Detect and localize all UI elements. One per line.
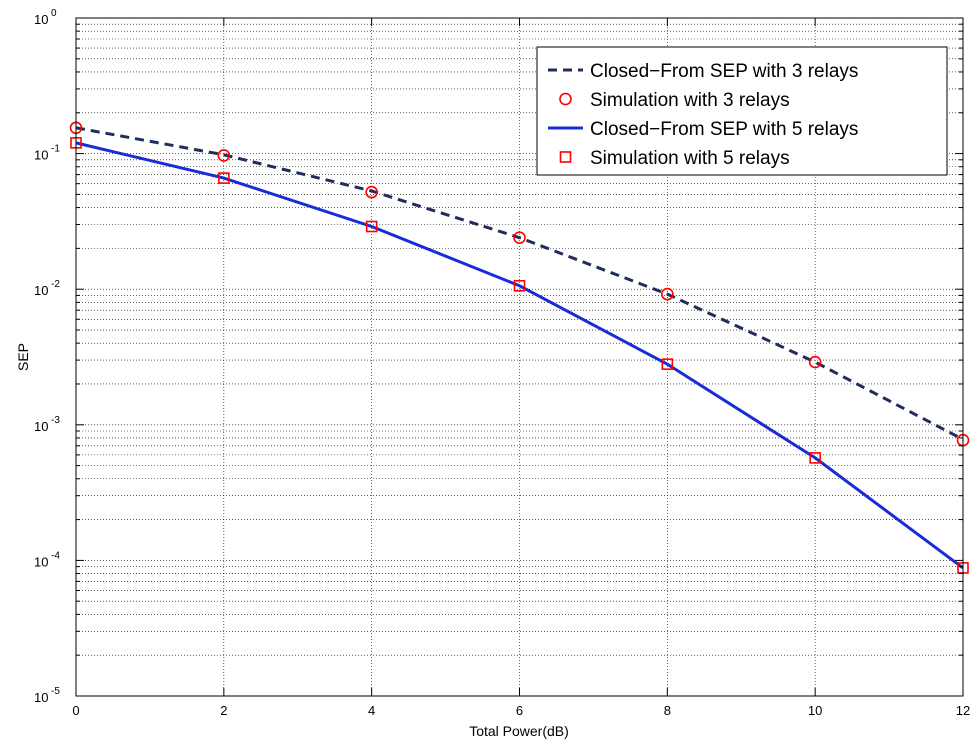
data-point-circle: [661, 287, 674, 301]
legend-label: Closed−From SEP with 5 relays: [590, 119, 858, 140]
y-tick-label-exponent: -4: [51, 550, 60, 561]
y-tick-label-base: 10: [34, 148, 48, 163]
data-point-square: [661, 358, 674, 370]
data-point-square: [809, 452, 821, 464]
x-tick-label: 10: [808, 703, 822, 718]
legend-swatch-square: [559, 151, 572, 163]
data-point-circle: [808, 355, 822, 369]
y-tick-label-exponent: 0: [51, 8, 57, 19]
series-layer: [69, 121, 970, 574]
legend-swatch-circle: [559, 92, 572, 106]
data-point-circle: [217, 149, 231, 162]
series-line-2: [75, 141, 964, 570]
legend-label: Simulation with 5 relays: [590, 148, 790, 169]
y-tick-label-exponent: -2: [51, 279, 60, 290]
data-point-square: [218, 172, 230, 184]
data-point-square: [365, 220, 378, 233]
data-point-circle: [365, 185, 378, 199]
y-tick-label-base: 10: [34, 12, 48, 27]
y-tick-label-base: 10: [34, 283, 48, 298]
y-tick-label-exponent: -3: [51, 415, 60, 426]
y-tick-label-exponent: -1: [51, 144, 60, 155]
y-tick-label-exponent: -5: [51, 686, 60, 697]
y-tick-label-base: 10: [34, 419, 48, 434]
x-tick-label: 4: [368, 703, 375, 718]
series-line-0: [75, 126, 964, 441]
x-tick-label: 2: [220, 703, 227, 718]
legend-label: Closed−From SEP with 3 relays: [590, 61, 858, 82]
x-tick-label: 12: [956, 703, 970, 718]
x-tick-label: 6: [516, 703, 523, 718]
x-tick-label: 8: [664, 703, 671, 718]
legend-label: Simulation with 3 relays: [590, 90, 790, 111]
data-point-square: [513, 279, 526, 292]
legend: Closed−From SEP with 3 relays Simulation …: [536, 46, 948, 176]
data-point-circle: [513, 231, 526, 244]
y-axis-label: SEP: [15, 343, 31, 371]
grid: [76, 18, 963, 696]
x-tick-label: 0: [72, 703, 79, 718]
x-axis-label: Total Power(dB): [469, 723, 569, 739]
y-tick-label-base: 10: [34, 554, 48, 569]
y-tick-label-base: 10: [34, 690, 48, 705]
legend-box: [536, 46, 948, 176]
